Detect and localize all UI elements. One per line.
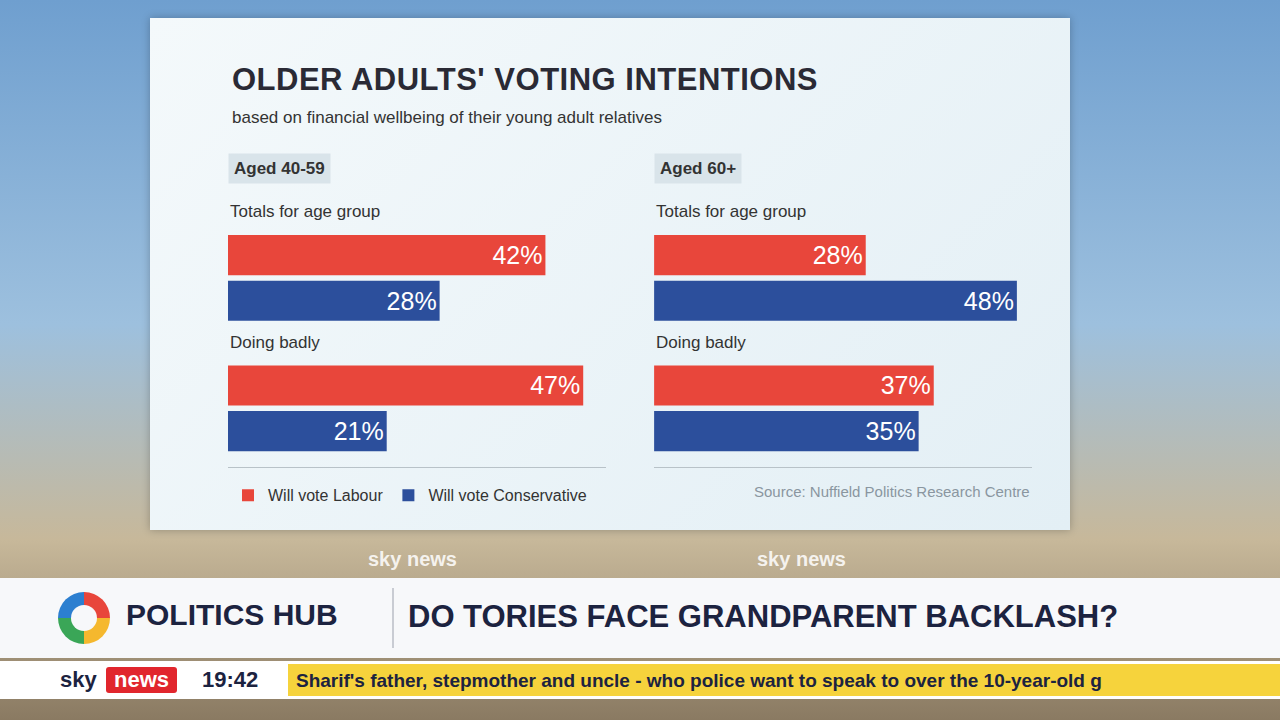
html-text:sky news: sky news [757,548,846,570]
html-text:Sharif's father, stepmother an: Sharif's father, stepmother and uncle - … [296,670,1102,691]
html-text:DO TORIES FACE GRANDPARENT BAC: DO TORIES FACE GRANDPARENT BACKLASH? [408,599,1119,634]
svg-text:Doing badly: Doing badly [656,333,746,352]
svg-text:Totals for age group: Totals for age group [230,202,380,221]
svg-text:48%: 48% [964,287,1014,315]
html-text:based on financial wellbeing o: based on financial wellbeing of their yo… [232,108,662,127]
html-text:news: news [114,667,169,692]
svg-text:28%: 28% [387,287,437,315]
svg-text:Source: Nuffield Politics Rese: Source: Nuffield Politics Research Centr… [754,483,1030,500]
html-text:sky: sky [60,667,97,692]
svg-text:35%: 35% [866,417,916,445]
svg-text:21%: 21% [334,417,384,445]
svg-text:Totals for age group: Totals for age group [656,202,806,221]
svg-text:Will vote Conservative: Will vote Conservative [428,487,586,504]
html-text:sky news: sky news [368,548,457,570]
html-text:POLITICS HUB: POLITICS HUB [126,598,338,631]
svg-text:Aged 40-59: Aged 40-59 [234,159,325,178]
svg-text:42%: 42% [492,241,542,269]
html-text:OLDER ADULTS' VOTING INTENTION: OLDER ADULTS' VOTING INTENTIONS [232,62,818,97]
svg-text:28%: 28% [813,241,863,269]
svg-text:47%: 47% [530,371,580,399]
html-text:19:42: 19:42 [202,667,259,692]
svg-text:Aged 60+: Aged 60+ [660,159,736,178]
svg-text:37%: 37% [881,371,931,399]
svg-text:Will vote Labour: Will vote Labour [268,487,383,504]
svg-text:Doing badly: Doing badly [230,333,320,352]
